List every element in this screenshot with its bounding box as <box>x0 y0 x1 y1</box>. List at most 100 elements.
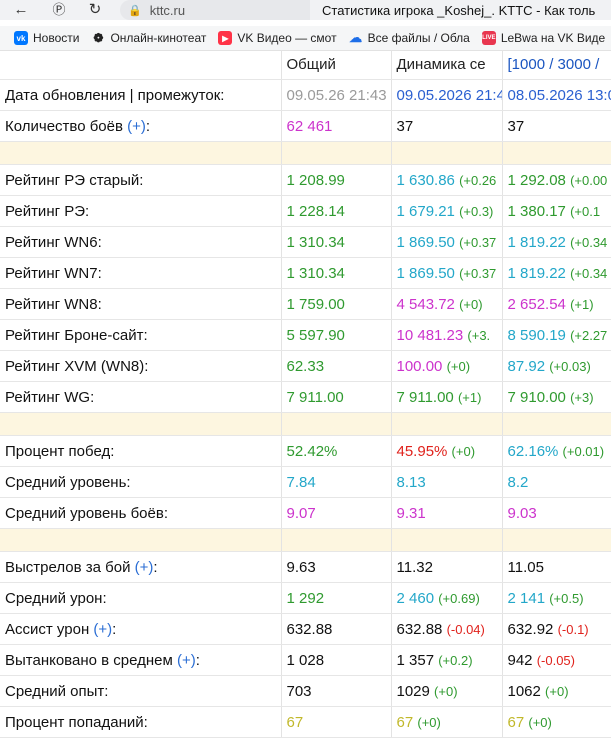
value-total: 62 461 <box>281 110 392 142</box>
bookmark-cloud-files[interactable]: ☁ Все файлы / Обла <box>349 30 470 45</box>
separator-cell <box>502 412 611 436</box>
row-label-text: Рейтинг XVM (WN8): <box>5 357 149 375</box>
value-dyn2: 37 <box>502 110 611 142</box>
value-dyn1: 37 <box>391 110 503 142</box>
table-row: Рейтинг WN7: 1 310.34 1 869.50 (+0.37 1 819… <box>0 257 611 289</box>
value-total: 1 310.34 <box>281 226 392 258</box>
row-label: Рейтинг WN8: <box>0 288 282 320</box>
stat-delta: (+0.3) <box>459 203 494 219</box>
stat-value: 1 292 <box>286 589 325 607</box>
expand-plus-link[interactable]: (+) <box>127 117 146 135</box>
stat-value: 1 759.00 <box>286 295 345 313</box>
value-total: 1 028 <box>281 644 392 676</box>
stat-value: 9.07 <box>286 504 316 522</box>
row-label: Рейтинг WN7: <box>0 257 282 289</box>
table-row: Ассист урон (+): 632.88 632.88 (-0.04) 632.… <box>0 613 611 645</box>
stat-value: 45.95% <box>396 442 448 460</box>
expand-plus-link[interactable]: (+) <box>93 620 113 638</box>
bookmark-label: Все файлы / Обла <box>367 31 470 45</box>
stat-delta: (+0) <box>545 683 569 699</box>
stat-delta: (+0.37 <box>459 234 497 250</box>
value-dyn1: 7 911.00 (+1) <box>391 381 503 413</box>
value-total: 632.88 <box>281 613 392 645</box>
row-label: Рейтинг WN6: <box>0 226 282 258</box>
value-dyn1: 1 869.50 (+0.37 <box>391 226 503 258</box>
stat-value: 1 679.21 <box>396 202 455 220</box>
header-period-links[interactable]: [1000 / 3000 / <box>502 50 611 80</box>
stat-value: 7 911.00 <box>286 388 344 406</box>
stat-value: 62.16% <box>507 442 559 460</box>
update-dyn1: 09.05.2026 21:43 <box>391 79 503 111</box>
value-total: 1 292 <box>281 582 392 614</box>
kinopoisk-icon: ❁ <box>93 31 104 45</box>
stat-delta: (+0) <box>528 714 552 730</box>
section-separator <box>0 141 611 165</box>
yandex-logo-icon[interactable]: Ⓟ <box>52 2 66 17</box>
table-row: Рейтинг РЭ старый: 1 208.99 1 630.86 (+0.2… <box>0 164 611 196</box>
value-total: 1 759.00 <box>281 288 392 320</box>
cloud-icon: ☁ <box>349 30 363 45</box>
value-dyn1: 11.32 <box>391 551 503 583</box>
stat-delta: (+0.34 <box>570 234 608 250</box>
value-dyn2: 7 910.00 (+3) <box>502 381 611 413</box>
value-dyn1: 1 869.50 (+0.37 <box>391 257 503 289</box>
table-row: Количество боёв (+): 62 461 37 37 <box>0 110 611 142</box>
lebwa-icon: LIVE <box>481 31 496 45</box>
separator-cell <box>281 141 392 165</box>
stat-delta: (+0.34 <box>570 265 608 281</box>
expand-plus-link[interactable]: (+) <box>134 558 154 576</box>
stat-value: 52.42% <box>286 442 338 460</box>
stat-value: 632.92 <box>507 620 554 638</box>
reload-icon[interactable]: ↻ <box>88 1 102 18</box>
stat-delta: (+0.5) <box>549 590 584 606</box>
stat-value: 7.84 <box>286 473 316 491</box>
header-total[interactable]: Общий <box>281 50 392 80</box>
value-dyn1: 1 630.86 (+0.26 <box>391 164 503 196</box>
row-label-text: Рейтинг WN7: <box>5 264 102 282</box>
row-label: Рейтинг Броне-сайт: <box>0 319 282 351</box>
row-label: Средний опыт: <box>0 675 282 707</box>
row-label-text: Рейтинг РЭ: <box>5 202 90 220</box>
stat-value: 4 543.72 <box>396 295 455 313</box>
back-arrow-icon[interactable]: ← <box>13 1 29 18</box>
stat-delta: (+1) <box>570 296 594 312</box>
stat-value: 1 380.17 <box>507 202 566 220</box>
bookmark-news[interactable]: vk Новости <box>14 31 79 45</box>
stat-delta: (+0.01) <box>562 443 605 459</box>
separator-cell <box>502 528 611 552</box>
row-label-text: Средний уровень боёв: <box>5 504 168 522</box>
table-row: Вытанковано в среднем (+): 1 028 1 357 (+0… <box>0 644 611 676</box>
row-label-text: Ассист урон <box>5 620 90 638</box>
stat-value: 942 <box>507 651 533 669</box>
stat-value: 8 590.19 <box>507 326 566 344</box>
update-dyn2: 08.05.2026 13:02 <box>502 79 611 111</box>
row-label-text: Рейтинг WG: <box>5 388 95 406</box>
value-dyn1: 45.95% (+0) <box>391 435 503 467</box>
value-dyn2: 8 590.19 (+2.27 <box>502 319 611 351</box>
value-total: 52.42% <box>281 435 392 467</box>
bookmark-label: Онлайн-кинотеат <box>110 31 207 45</box>
address-bar[interactable]: 🔒 kttc.ru <box>120 0 310 20</box>
row-label: Выстрелов за бой (+): <box>0 551 282 583</box>
stat-value: 1 028 <box>286 651 325 669</box>
value-dyn1: 1 679.21 (+0.3) <box>391 195 503 227</box>
value-dyn1: 2 460 (+0.69) <box>391 582 503 614</box>
stat-value: 1 869.50 <box>396 233 455 251</box>
bookmark-lebwa[interactable]: LIVE LeBwa на VK Виде <box>481 31 605 45</box>
bookmark-kinopoisk[interactable]: ❁ Онлайн-кинотеат <box>91 31 206 45</box>
stat-delta: (+0) <box>434 683 458 699</box>
bookmark-vk-video[interactable]: ▶ VK Видео — смот <box>218 31 337 45</box>
separator-cell <box>281 528 392 552</box>
stat-value: 1062 <box>507 682 541 700</box>
expand-plus-link[interactable]: (+) <box>176 651 196 669</box>
value-total: 9.07 <box>281 497 392 529</box>
stat-value: 1 357 <box>396 651 435 669</box>
value-dyn1: 10 481.23 (+3. <box>391 319 503 351</box>
value-total: 703 <box>281 675 392 707</box>
separator-cell <box>0 141 282 165</box>
row-label-text: Выстрелов за бой <box>5 558 131 576</box>
header-dynamics[interactable]: Динамика се <box>391 50 503 80</box>
stat-delta: (-0.1) <box>557 621 589 637</box>
lock-icon: 🔒 <box>128 4 142 17</box>
row-label-text: Средний опыт: <box>5 682 109 700</box>
